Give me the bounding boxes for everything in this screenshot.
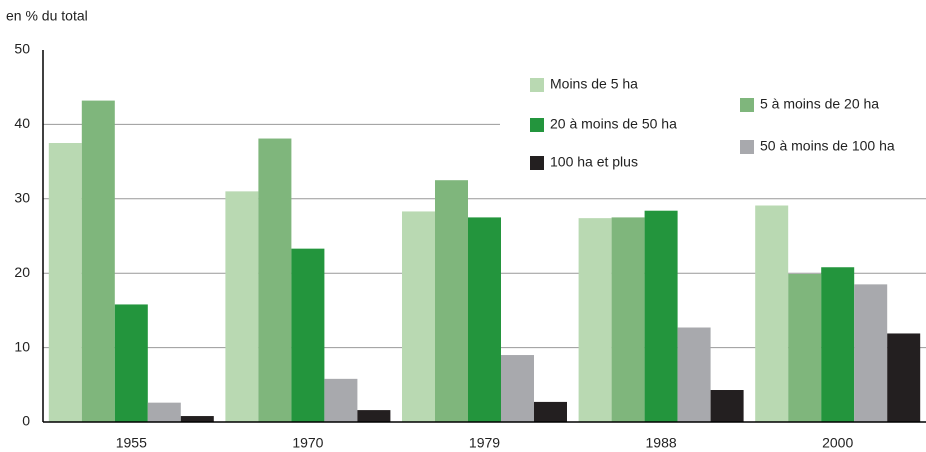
y-tick-label: 10 (14, 338, 30, 354)
legend-swatch (740, 98, 754, 112)
bar (180, 416, 214, 422)
y-axis-label: en % du total (6, 8, 88, 24)
bar (81, 100, 115, 422)
bar (324, 378, 358, 422)
legend-background (500, 62, 926, 182)
bar (710, 390, 744, 422)
bar (755, 205, 789, 422)
y-tick-label: 0 (22, 413, 30, 429)
legend-label: 100 ha et plus (550, 154, 638, 170)
y-tick-label: 20 (14, 264, 30, 280)
bar (114, 304, 148, 422)
bar (887, 333, 921, 422)
legend-label: 50 à moins de 100 ha (760, 138, 895, 154)
bar (644, 210, 678, 422)
x-tick-label: 1955 (116, 435, 147, 451)
bar (48, 143, 82, 422)
y-tick-label: 30 (14, 190, 30, 206)
legend-swatch (740, 140, 754, 154)
bar (258, 138, 292, 422)
bar (147, 402, 181, 422)
bar (821, 267, 855, 422)
x-tick-label: 1988 (646, 435, 677, 451)
legend-label: 5 à moins de 20 ha (760, 96, 879, 112)
bar (854, 284, 888, 422)
x-tick-label: 1979 (469, 435, 500, 451)
bar (435, 180, 468, 422)
bar (534, 401, 567, 422)
bar (357, 410, 391, 422)
legend-swatch (530, 156, 544, 170)
legend-label: Moins de 5 ha (550, 76, 638, 92)
legend-swatch (530, 118, 544, 132)
x-tick-label: 1970 (292, 435, 323, 451)
x-tick-label: 2000 (822, 435, 853, 451)
bar (225, 191, 259, 422)
bar (578, 218, 612, 422)
bar (501, 355, 534, 422)
y-tick-label: 50 (14, 41, 30, 57)
legend-label: 20 à moins de 50 ha (550, 116, 677, 132)
bar (291, 248, 325, 422)
y-tick-label: 40 (14, 115, 30, 131)
bar (788, 273, 822, 422)
legend-swatch (530, 78, 544, 92)
bar (468, 217, 501, 422)
bar (677, 327, 711, 422)
bar (611, 217, 645, 422)
bar (402, 211, 435, 422)
